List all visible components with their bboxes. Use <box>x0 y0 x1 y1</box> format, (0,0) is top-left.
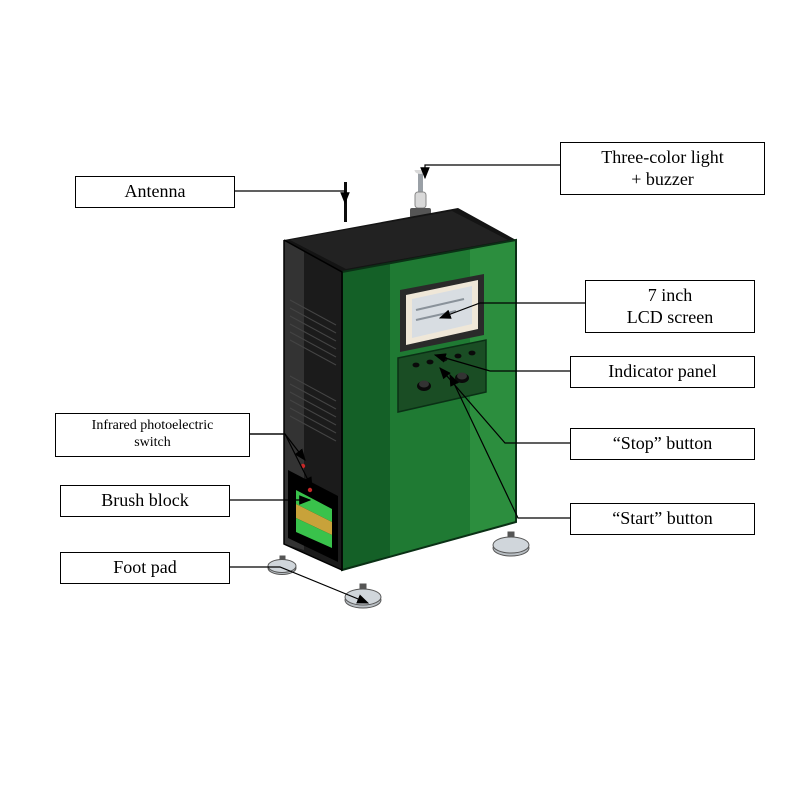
label-stop: “Stop” button <box>570 428 755 460</box>
antenna-rod <box>344 182 347 222</box>
label-brush: Brush block <box>60 485 230 517</box>
signal-light <box>410 170 431 218</box>
label-footpad: Foot pad <box>60 552 230 584</box>
label-lcd: 7 inch LCD screen <box>585 280 755 333</box>
label-antenna: Antenna <box>75 176 235 208</box>
device-illustration <box>240 170 560 630</box>
label-start: “Start” button <box>570 503 755 535</box>
label-indicator: Indicator panel <box>570 356 755 388</box>
label-infrared: Infrared photoelectric switch <box>55 413 250 457</box>
label-three-color-light: Three-color light + buzzer <box>560 142 765 195</box>
